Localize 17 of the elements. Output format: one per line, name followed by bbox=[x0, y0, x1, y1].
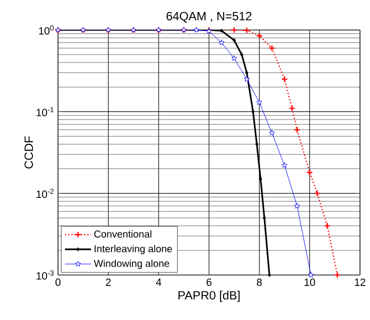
y-tick-label: 10$^{-3}$ bbox=[36, 270, 54, 280]
x-tick-label: 12 bbox=[354, 278, 366, 286]
y-tick-label: 10$^{-2}$ bbox=[36, 188, 54, 198]
legend-label: Conventional bbox=[94, 230, 152, 238]
x-tick-label: 8 bbox=[256, 278, 262, 286]
x-axis-title: PAPR0 [dB] bbox=[178, 290, 240, 302]
x-tick-label: 4 bbox=[156, 278, 162, 286]
y-tick-label: 10$^{0}$ bbox=[39, 25, 54, 35]
x-tick-label: 2 bbox=[106, 278, 111, 286]
chart-title: 64QAM , N=512 bbox=[166, 12, 252, 23]
x-tick-label: 6 bbox=[206, 278, 212, 286]
y-tick-label: 10$^{-1}$ bbox=[36, 107, 54, 116]
legend-label: Interleaving alone bbox=[94, 244, 172, 254]
y-axis-title: CCDF bbox=[24, 136, 33, 168]
x-tick-label: 0 bbox=[55, 278, 60, 286]
x-tick-label: 10 bbox=[304, 278, 316, 286]
legend-label: Windowing alone bbox=[94, 260, 170, 269]
